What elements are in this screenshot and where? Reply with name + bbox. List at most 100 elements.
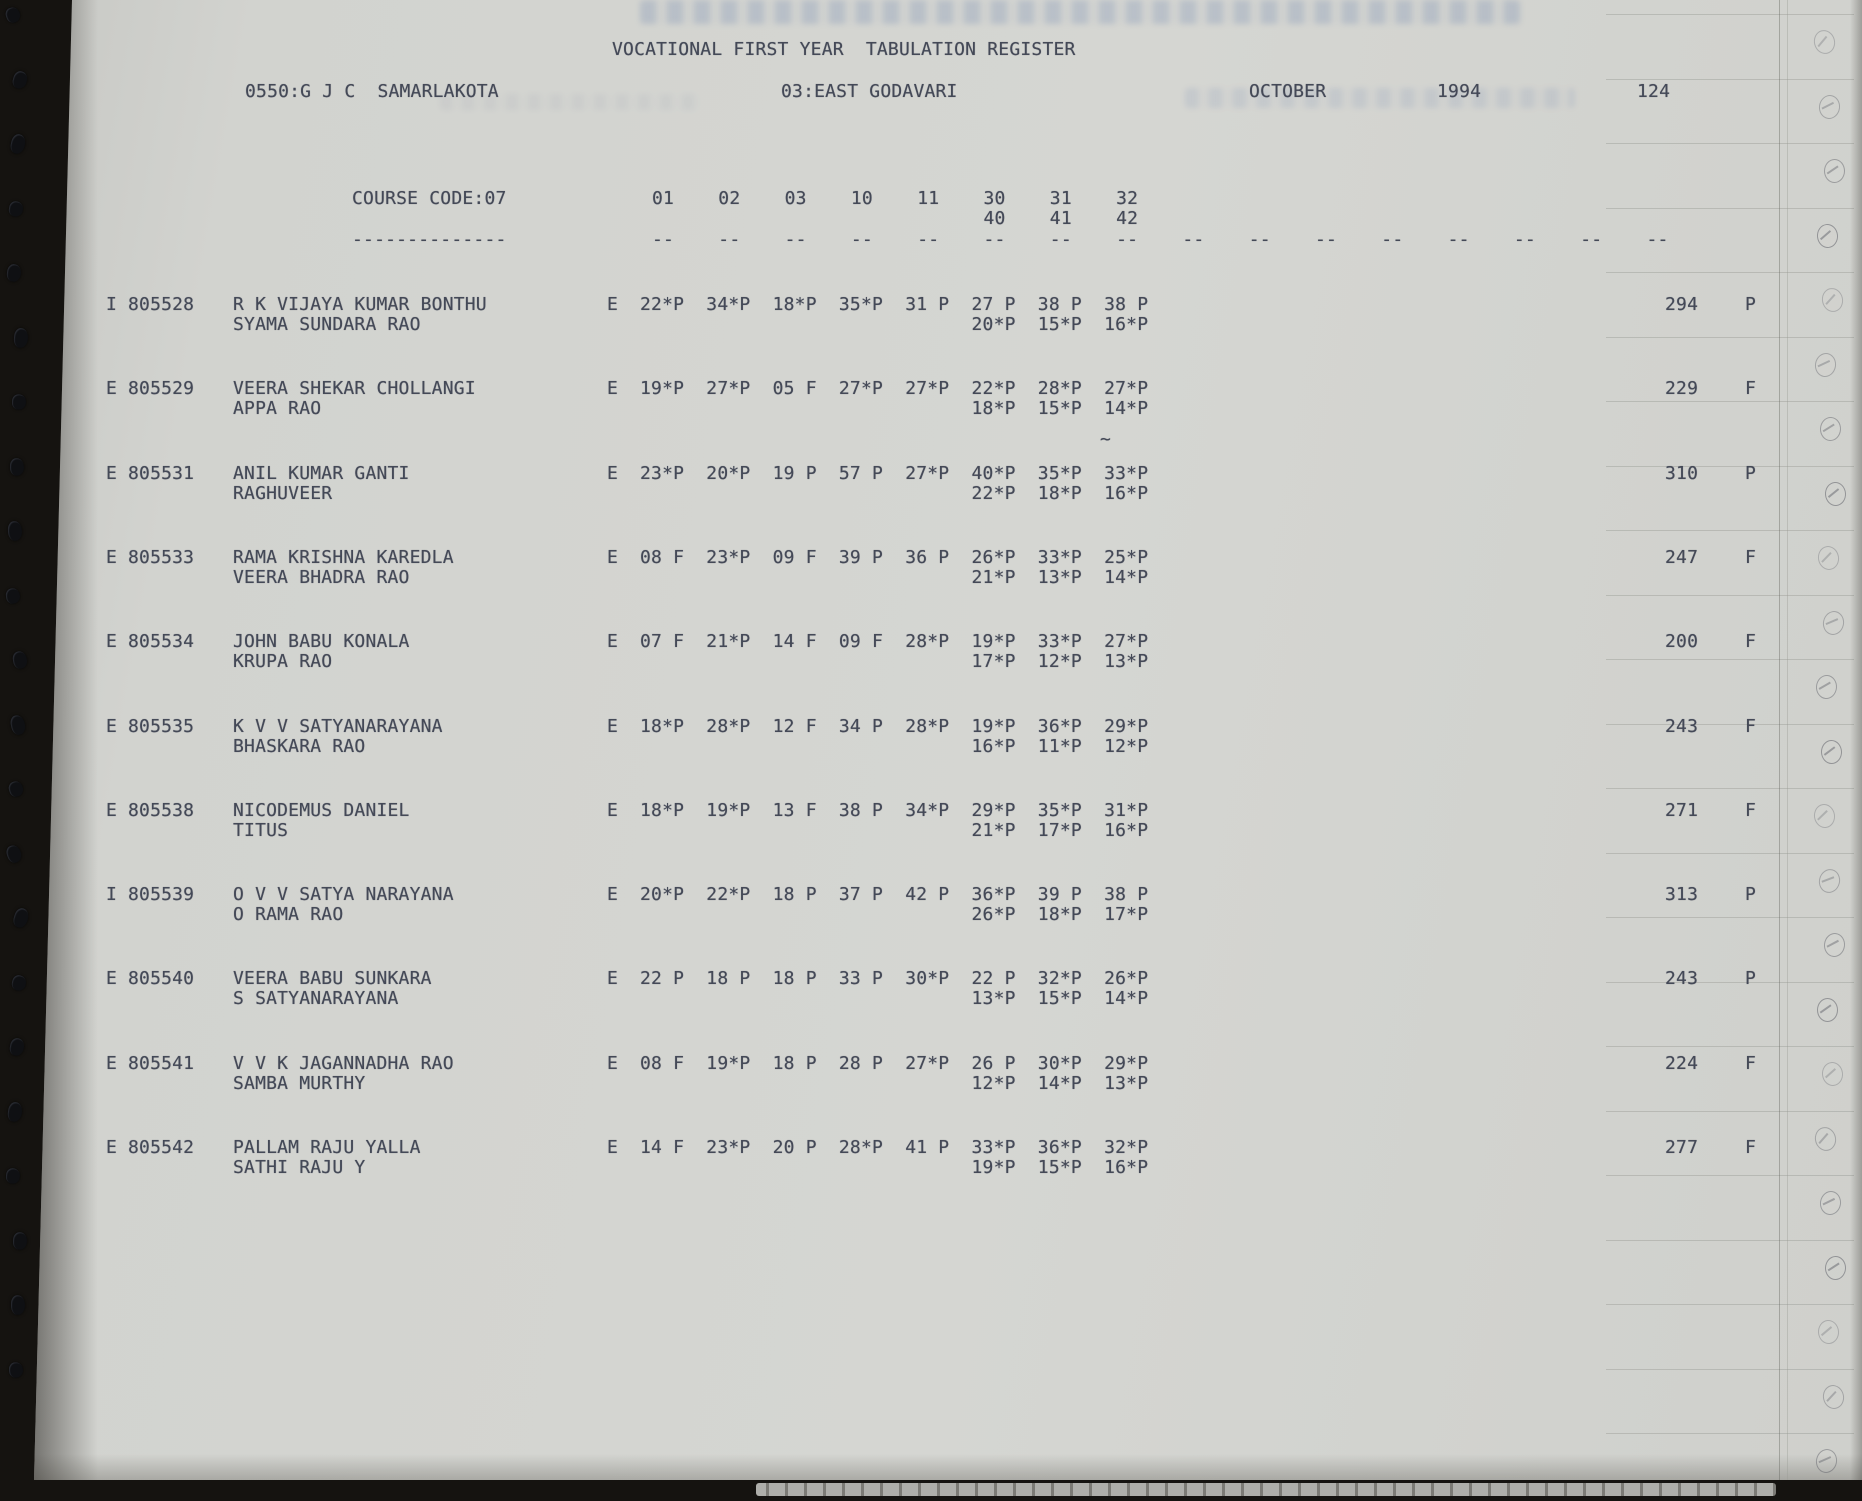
subject-column-label: 30 [983,188,1006,209]
subject-column-label: 32 [1116,188,1139,209]
left-binding-mark [8,713,28,736]
subject-column-label: 31 [1049,188,1072,209]
left-binding-mark [11,1295,25,1315]
subject-column-label: 01 [652,188,675,209]
left-binding-mark [3,5,23,25]
course-code-underline: -------------- [352,229,507,250]
college-code-name: 0550:G J C SAMARLAKOTA [245,81,499,102]
mark-cell: 36*P [1037,1137,1082,1158]
record-guardian-name: VEERA BHADRA RAO [233,566,410,588]
record-total: 229 [1665,378,1699,400]
mark-cell: 39 P [838,546,884,568]
mark-cell-row2: 18*P [1037,482,1082,504]
column-dash: -- [1580,229,1603,250]
mark-cell-row2: 26*P [971,904,1016,926]
left-binding-mark [10,973,28,992]
left-binding-mark [5,587,21,604]
ruling-line [1606,207,1854,209]
record-guardian-name: S SATYANARAYANA [233,988,399,1010]
mark-cell-row2: 17*P [1037,819,1082,841]
mark-cell: 27*P [905,378,950,400]
left-binding-mark [5,1167,21,1185]
subject-column-label: 11 [917,188,940,209]
mark-cell: 31 P [905,294,950,315]
record-roll-number: 805535 [128,715,195,737]
mark-cell: 41 P [905,1137,950,1158]
mark-cell: 14 F [640,1137,685,1158]
record-flag: E [106,631,118,653]
mark-cell: 18*P [772,294,817,315]
mark-cell: 27*P [1104,378,1149,400]
mark-cell: 57 P [838,462,884,484]
mark-cell: 34*P [905,799,950,821]
exam-year: 1994 [1437,81,1482,102]
mark-cell: 42 P [905,884,950,906]
record-roll-number: 805531 [128,462,195,484]
record-result: F [1745,715,1757,737]
record-roll-number: 805534 [128,631,195,653]
mark-cell: 36 P [905,546,950,568]
ruling-line [1606,530,1854,531]
column-dash: -- [850,229,873,250]
left-binding-mark [9,457,25,476]
record-flag: I [106,294,118,315]
mark-cell: 05 F [772,378,817,400]
mark-cell-row2: 12*P [1037,651,1082,673]
record-flag: E [106,715,118,737]
course-code-label: COURSE CODE:07 [352,188,507,209]
record-guardian-name: SAMBA MURTHY [233,1072,366,1094]
mark-cell: 28*P [905,715,950,737]
mark-cell: 22 P [971,968,1016,990]
record-result: P [1745,462,1757,484]
record-total: 313 [1665,884,1699,906]
record-roll-number: 805533 [128,546,195,568]
ruling-line [1606,788,1854,789]
page-number: 124 [1637,81,1671,102]
record-flag: E [106,1052,118,1074]
checker-mark [1820,739,1843,764]
mark-cell: 36*P [1037,715,1082,737]
ruling-line [1606,1175,1854,1176]
mark-cell: 08 F [640,546,685,568]
column-dash: -- [1447,229,1470,250]
ruling-line [1606,14,1854,15]
record-roll-number: 805529 [128,378,195,400]
mark-cell: 19 P [772,462,817,484]
mark-cell: 14 F [772,631,817,653]
mark-cell-row2: 20*P [971,314,1016,335]
record-total: 243 [1665,968,1699,990]
mark-cell-row2: 14*P [1037,1072,1082,1094]
record-guardian-name: APPA RAO [233,398,322,420]
mark-cell: 19*P [971,631,1016,653]
record-flag: E [106,1137,118,1158]
record-annotation-tilde: ~ [1100,429,1112,451]
column-dash: -- [1513,229,1536,250]
mark-cell: 18 P [772,884,817,906]
mark-cell-row2: 14*P [1104,398,1149,420]
record-total: 277 [1665,1137,1699,1158]
record-student-name: ANIL KUMAR GANTI [233,462,410,484]
ruling-line [1606,1304,1854,1305]
record-guardian-name: O RAMA RAO [233,904,344,926]
ruling-line [1606,852,1854,854]
ruling-line [1606,981,1854,983]
mark-cell: 13 F [772,799,817,821]
district-code-name: 03:EAST GODAVARI [781,81,958,102]
column-dash: -- [784,229,807,250]
mark-cell: 18*P [640,715,685,737]
left-binding-mark [5,263,23,283]
record-total: 271 [1665,799,1699,821]
mark-cell: 26 P [971,1052,1016,1074]
left-binding-mark [11,906,31,930]
mark-cell-row2: 16*P [1104,1157,1149,1178]
column-dash: -- [1248,229,1271,250]
record-roll-number: 805538 [128,799,195,821]
mark-cell: 33*P [971,1137,1016,1158]
subject-column-label: 02 [718,188,741,209]
mark-cell: 18 P [772,1052,817,1074]
record-roll-number: 805539 [128,884,195,906]
record-medium: E [607,378,619,400]
record-medium: E [607,462,619,484]
mark-cell: 38 P [1037,294,1082,315]
